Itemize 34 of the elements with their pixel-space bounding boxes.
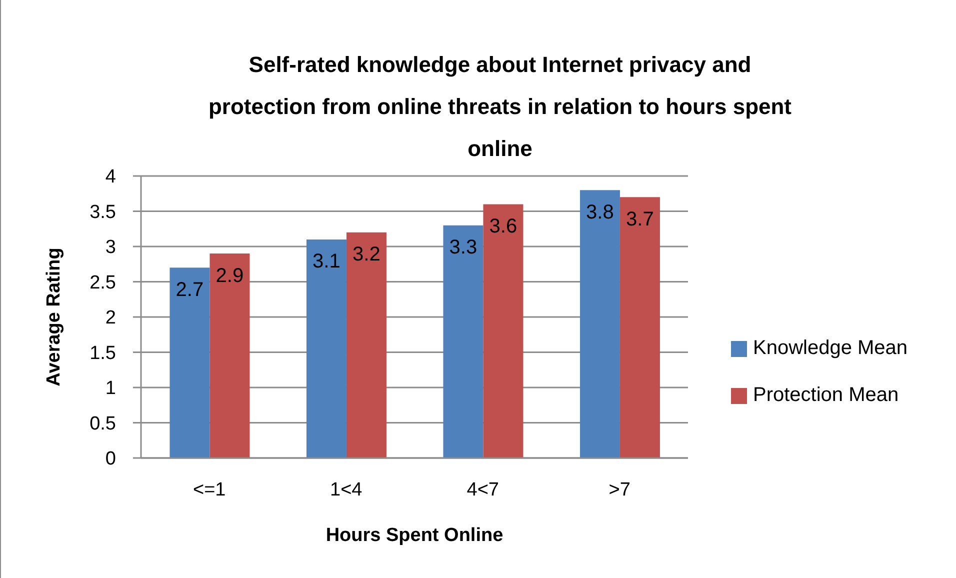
chart-title: Self-rated knowledge about Internet privacy and protection from online threats in relation to hours spent online (207, 51, 793, 163)
x-tick-label: <=1 (192, 479, 226, 500)
data-label: 3.6 (489, 215, 518, 238)
y-tick-label: 1 (105, 378, 116, 400)
y-tick-label: 2.5 (90, 272, 116, 294)
y-tick-label: 3 (105, 237, 116, 258)
y-tick-label: 4 (105, 166, 116, 188)
y-tick-label: 3.5 (90, 202, 116, 223)
y-axis-title: Average Rating (44, 248, 65, 386)
data-label: 2.9 (216, 264, 244, 287)
data-label: 3.3 (449, 236, 478, 259)
y-tick-label: 0 (105, 448, 116, 470)
x-axis-title: Hours Spent Online (326, 525, 504, 546)
data-label: 2.7 (176, 278, 204, 301)
bar (170, 268, 210, 458)
x-tick-label: 4<7 (466, 479, 499, 500)
y-tick-label: 2 (105, 308, 116, 329)
legend-label: Knowledge Mean (753, 337, 908, 360)
x-tick-label: 1<4 (330, 479, 363, 500)
y-tick-label: 0.5 (90, 413, 116, 434)
bar (210, 254, 250, 458)
data-label: 3.8 (586, 201, 614, 224)
data-label: 3.1 (312, 250, 340, 273)
bar (443, 225, 484, 458)
y-tick-label: 1.5 (90, 342, 116, 364)
legend-label: Protection Mean (753, 384, 899, 407)
bar (483, 204, 524, 458)
bar (346, 232, 386, 458)
bar (620, 197, 660, 458)
data-label: 3.7 (626, 208, 654, 230)
bar (580, 190, 620, 458)
x-tick-label: >7 (608, 479, 630, 500)
bar (306, 239, 346, 458)
data-label: 3.2 (352, 244, 380, 266)
